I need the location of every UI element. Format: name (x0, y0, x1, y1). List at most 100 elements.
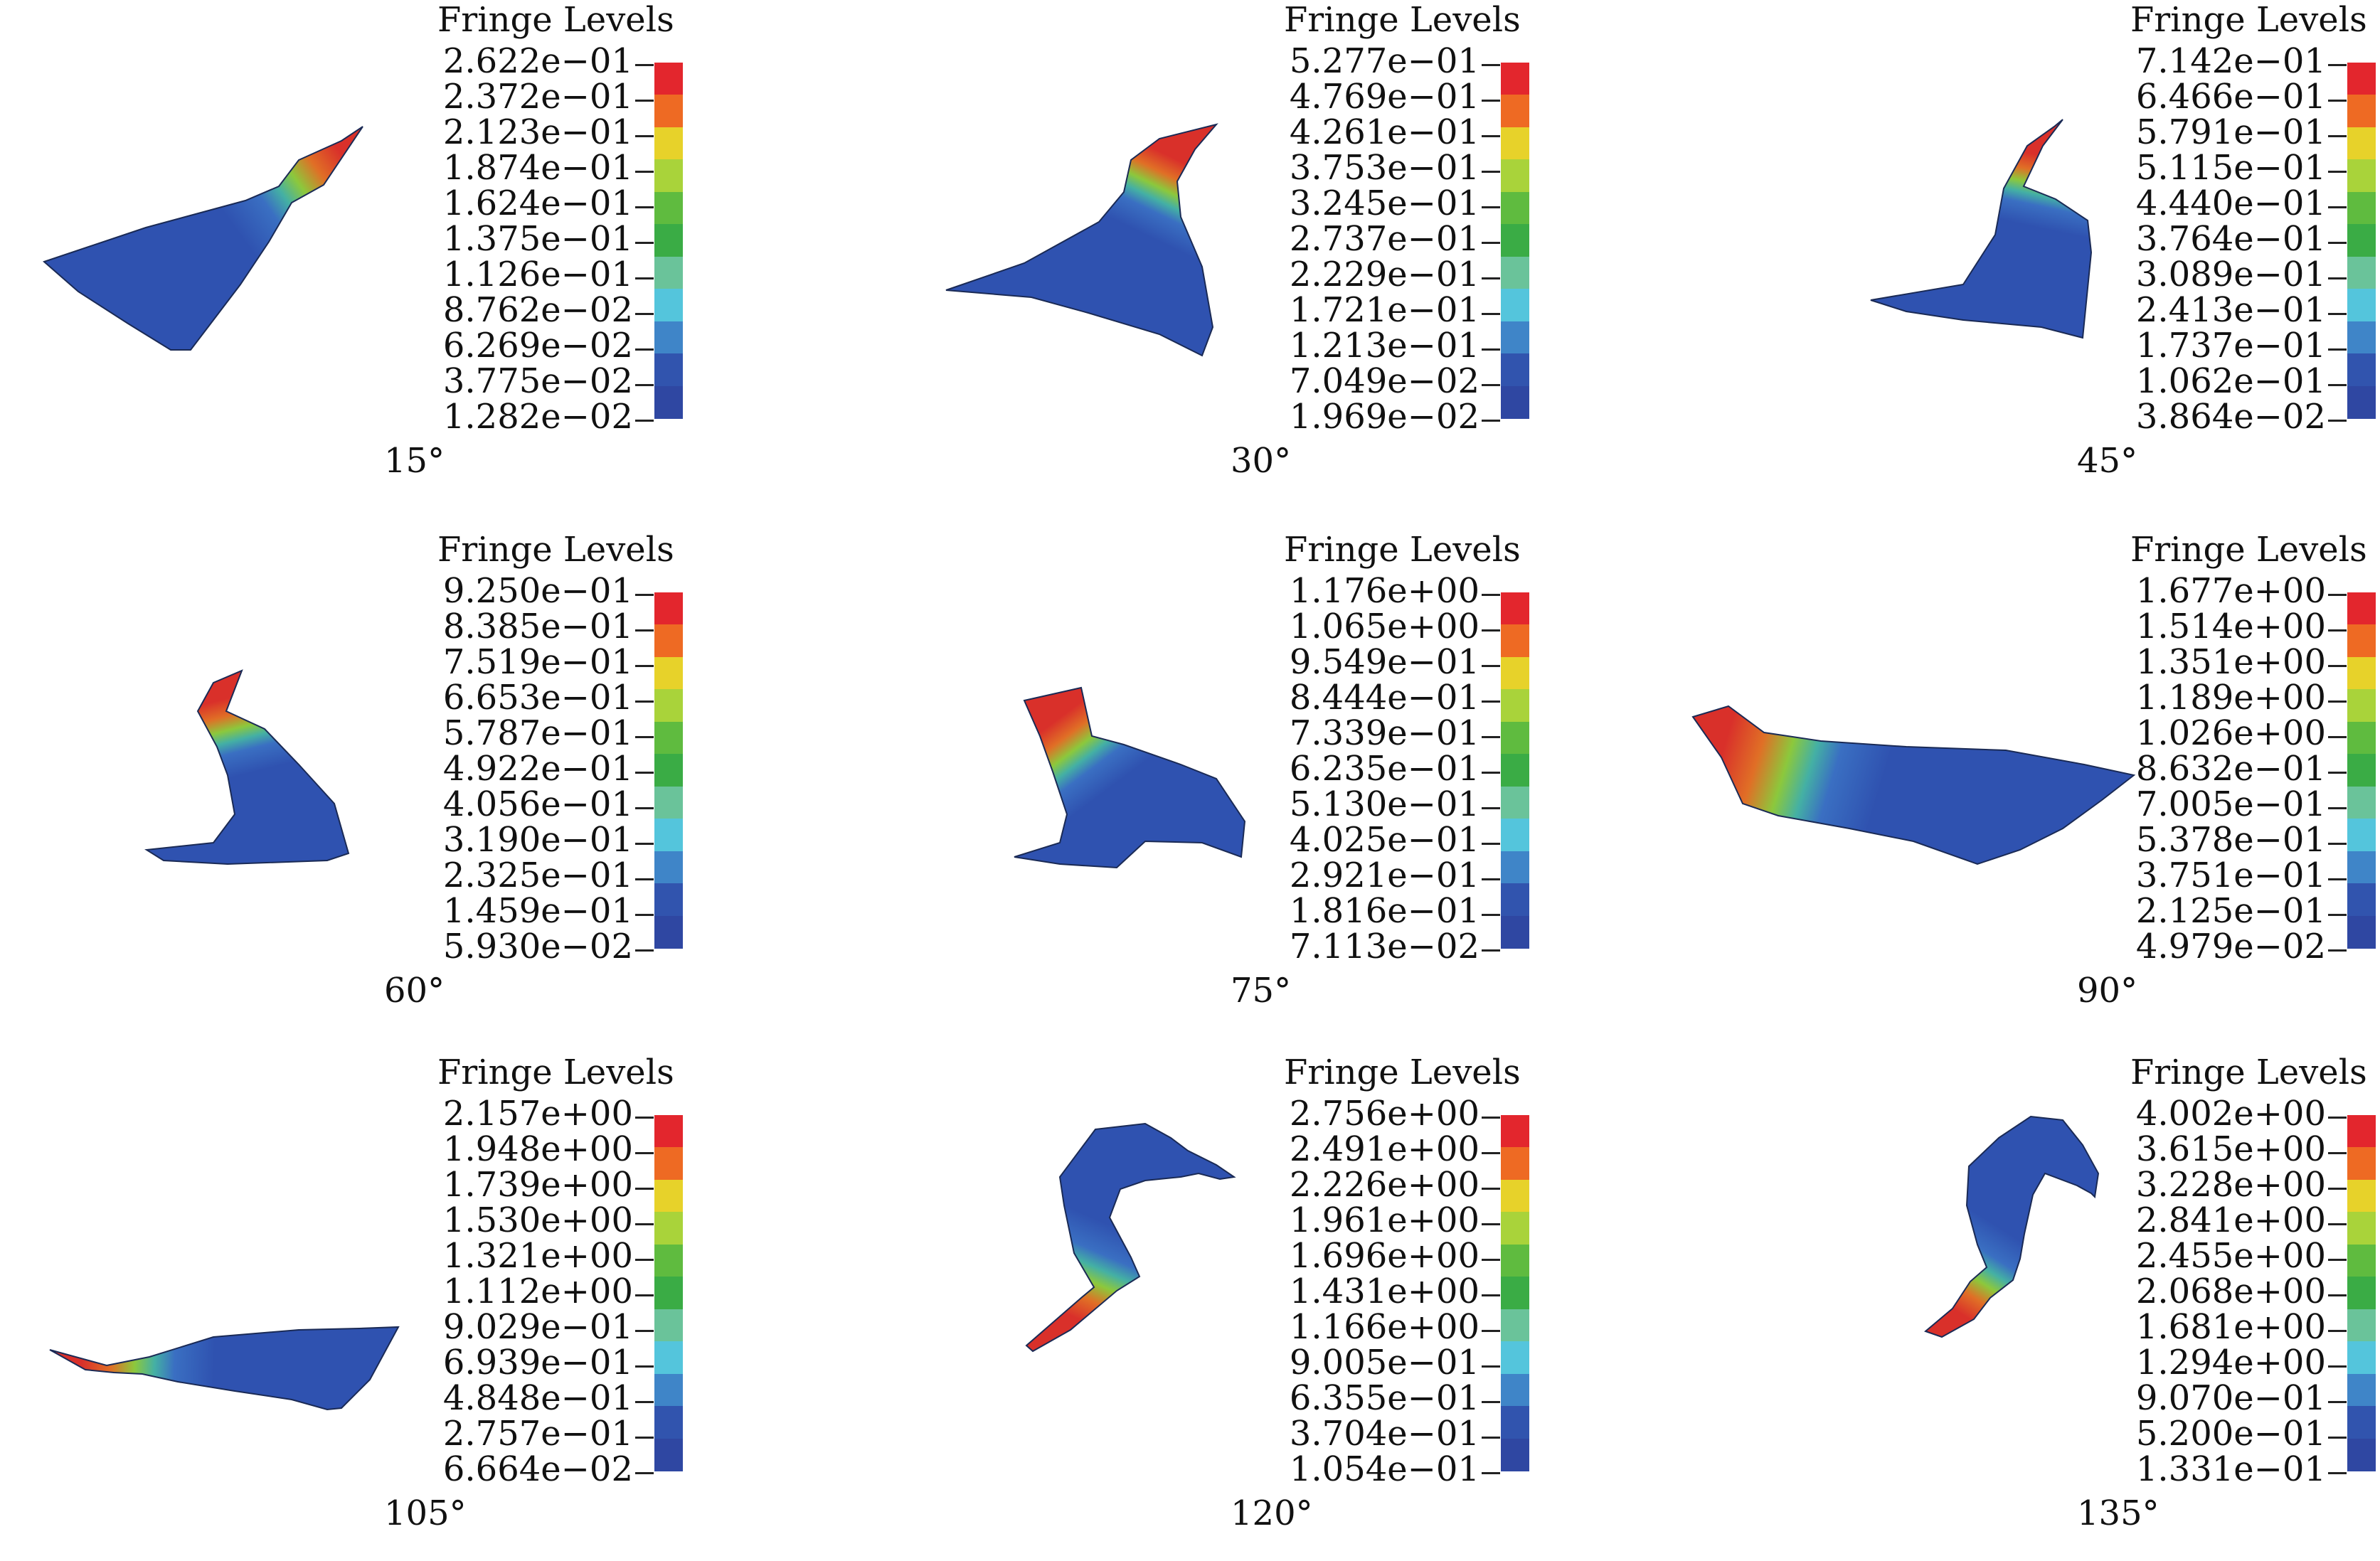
fringe-level-tick (1482, 1294, 1500, 1296)
angle-label: 135° (2077, 1493, 2159, 1533)
colorbar-swatch (654, 1244, 683, 1278)
fringe-levels-title: Fringe Levels (437, 1053, 674, 1092)
fringe-level-label: 1.624e−01 (442, 183, 633, 223)
fringe-level-tick (635, 277, 654, 279)
fringe-level-label: 3.764e−01 (2135, 219, 2326, 259)
fringe-level-label: 2.123e−01 (442, 112, 633, 152)
colorbar-swatch (654, 127, 683, 161)
fringe-level-tick (1482, 1152, 1500, 1154)
fringe-level-label: 6.355e−01 (1289, 1378, 1479, 1418)
contour-body (1870, 119, 2093, 339)
fringe-level-label: 2.491e+00 (1289, 1129, 1479, 1169)
fringe-level-tick (1482, 1259, 1500, 1261)
fringe-level-tick (1482, 206, 1500, 208)
colorbar-swatch (1501, 159, 1529, 193)
fringe-level-tick (635, 700, 654, 703)
fringe-level-label: 1.816e−01 (1289, 891, 1479, 931)
colorbar-swatch (2347, 1438, 2376, 1471)
contour-panel: Fringe Levels 9.250e−01 8.385e−01 7.519e−01… (0, 530, 793, 1038)
angle-label: 60° (384, 971, 445, 1011)
fringe-level-label: 2.125e−01 (2135, 891, 2326, 931)
colorbar-swatch (654, 1277, 683, 1310)
fringe-level-label: 6.466e−01 (2135, 77, 2326, 117)
fringe-level-label: 5.791e−01 (2135, 112, 2326, 152)
fringe-level-label: 2.757e−01 (442, 1414, 633, 1454)
angle-label: 45° (2077, 441, 2138, 481)
fringe-level-tick (2328, 1259, 2347, 1261)
fringe-level-label: 1.054e−01 (1289, 1449, 1479, 1489)
fringe-level-tick (2328, 135, 2347, 137)
fringe-level-tick (2328, 736, 2347, 738)
fringe-level-tick (635, 1472, 654, 1474)
fringe-level-label: 1.166e+00 (1289, 1307, 1479, 1347)
contour-body (43, 126, 363, 351)
fringe-level-tick (1482, 313, 1500, 315)
colorbar-swatch (1501, 385, 1529, 419)
colorbar-swatch (2347, 1115, 2376, 1149)
fringe-level-tick (635, 1223, 654, 1225)
fringe-level-label: 1.282e−02 (442, 397, 633, 437)
fringe-level-tick (2328, 878, 2347, 880)
colorbar-swatch (2347, 1406, 2376, 1439)
colorbar-swatch (1501, 1406, 1529, 1439)
fringe-level-tick (635, 1188, 654, 1190)
fringe-level-tick (2328, 1437, 2347, 1439)
fringe-level-label: 1.213e−01 (1289, 326, 1479, 366)
colorbar-swatch (2347, 624, 2376, 658)
fringe-level-label: 6.664e−02 (442, 1449, 633, 1489)
fringe-level-tick (1482, 1117, 1500, 1119)
fringe-level-label: 1.514e+00 (2135, 607, 2326, 646)
fringe-level-label: 1.351e+00 (2135, 642, 2326, 682)
angle-label: 90° (2077, 971, 2138, 1011)
fringe-level-label: 2.756e+00 (1289, 1094, 1479, 1134)
fringe-level-label: 1.696e+00 (1289, 1236, 1479, 1276)
colorbar-swatch (1501, 1115, 1529, 1149)
fringe-levels-title: Fringe Levels (1284, 530, 1521, 570)
colorbar-swatch (654, 883, 683, 917)
fringe-level-label: 5.787e−01 (442, 713, 633, 753)
fringe-level-tick (1482, 64, 1500, 66)
fringe-level-label: 1.739e+00 (442, 1165, 633, 1205)
colorbar-swatch (1501, 624, 1529, 658)
colorbar-swatch (654, 95, 683, 128)
fringe-level-label: 2.372e−01 (442, 77, 633, 117)
fringe-level-label: 7.519e−01 (442, 642, 633, 682)
colorbar-swatch (2347, 289, 2376, 322)
colorbar-swatch (2347, 321, 2376, 355)
contour-panel: Fringe Levels 7.142e−01 6.466e−01 5.791e−01… (1693, 0, 2380, 508)
contour-panel: Fringe Levels 1.677e+00 1.514e+00 1.351e+00… (1691, 530, 2380, 1038)
fringe-levels-title: Fringe Levels (2130, 1053, 2367, 1092)
fringe-level-label: 9.005e−01 (1289, 1343, 1479, 1382)
fringe-level-tick (1482, 1330, 1500, 1332)
fringe-level-label: 1.176e+00 (1289, 571, 1479, 611)
fringe-level-tick (1482, 807, 1500, 809)
colorbar-swatch (1501, 689, 1529, 723)
colorbar-swatch (1501, 1147, 1529, 1181)
fringe-level-tick (635, 100, 654, 102)
fringe-level-tick (2328, 949, 2347, 952)
stress-contour-shape (43, 126, 363, 351)
fringe-level-label: 1.375e−01 (442, 219, 633, 259)
fringe-level-tick (635, 1259, 654, 1261)
stress-contour-shape (49, 1326, 400, 1411)
colorbar-swatch (654, 1179, 683, 1213)
fringe-level-label: 7.142e−01 (2135, 41, 2326, 81)
fringe-level-tick (2328, 100, 2347, 102)
fringe-level-label: 5.115e−01 (2135, 148, 2326, 188)
fringe-level-tick (2328, 629, 2347, 632)
fringe-level-tick (2328, 420, 2347, 422)
colorbar-swatch (2347, 63, 2376, 96)
fringe-level-label: 7.005e−01 (2135, 784, 2326, 824)
fringe-level-tick (2328, 384, 2347, 386)
fringe-level-label: 4.025e−01 (1289, 820, 1479, 860)
fringe-level-label: 7.339e−01 (1289, 713, 1479, 753)
colorbar-swatch (2347, 1147, 2376, 1181)
fringe-level-tick (2328, 1401, 2347, 1403)
colorbar-swatch (2347, 1244, 2376, 1278)
fringe-level-label: 2.455e+00 (2135, 1236, 2326, 1276)
colorbar-swatch (2347, 353, 2376, 387)
colorbar-swatch (1501, 1438, 1529, 1471)
colorbar-swatch (2347, 819, 2376, 852)
colorbar-swatch (1501, 321, 1529, 355)
colorbar-swatch (2347, 689, 2376, 723)
